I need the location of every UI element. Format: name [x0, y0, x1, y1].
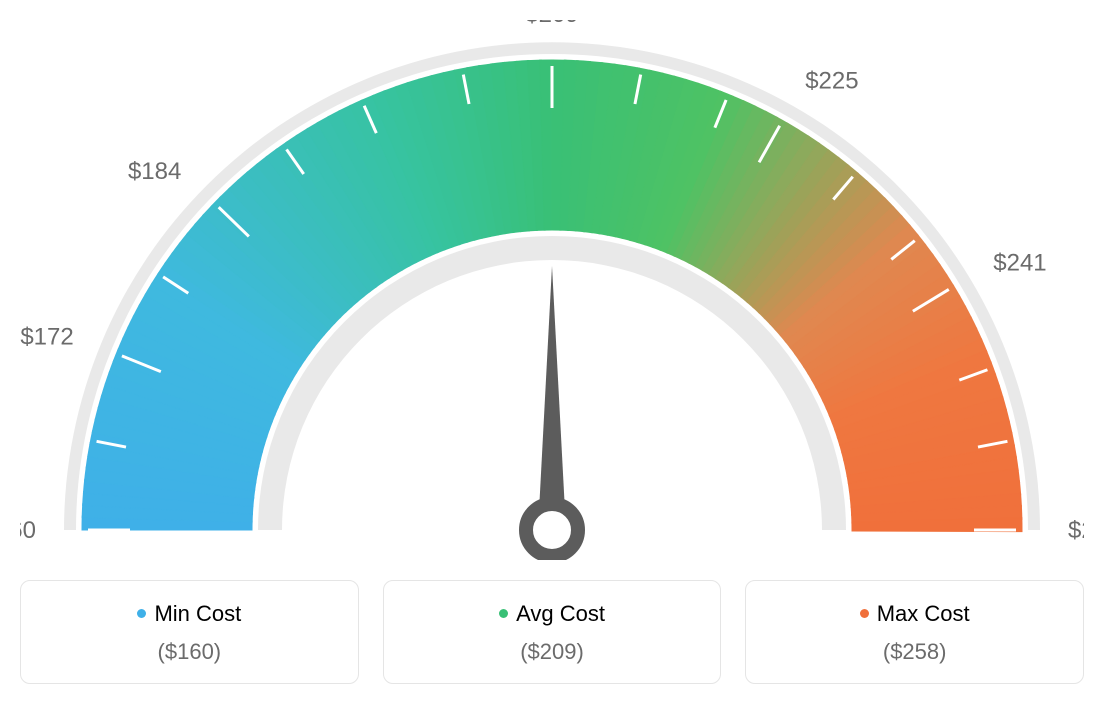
legend-row: Min Cost ($160) Avg Cost ($209) Max Cost… [20, 580, 1084, 684]
legend-value-max: ($258) [756, 639, 1073, 665]
legend-title-max: Max Cost [756, 601, 1073, 627]
legend-value-avg: ($209) [394, 639, 711, 665]
gauge-tick-label: $209 [525, 20, 578, 28]
legend-title-avg: Avg Cost [394, 601, 711, 627]
legend-value-min: ($160) [31, 639, 348, 665]
gauge-tick-label: $258 [1068, 517, 1084, 544]
legend-label: Max Cost [877, 601, 970, 626]
legend-label: Avg Cost [516, 601, 605, 626]
gauge-needle [538, 266, 566, 530]
legend-title-min: Min Cost [31, 601, 348, 627]
legend-card-min: Min Cost ($160) [20, 580, 359, 684]
dot-icon [860, 609, 869, 618]
legend-card-avg: Avg Cost ($209) [383, 580, 722, 684]
gauge-tick-label: $184 [128, 158, 181, 185]
dot-icon [137, 609, 146, 618]
gauge-tick-label: $172 [20, 323, 73, 350]
gauge-tick-label: $241 [993, 250, 1046, 277]
legend-label: Min Cost [154, 601, 241, 626]
dot-icon [499, 609, 508, 618]
legend-card-max: Max Cost ($258) [745, 580, 1084, 684]
gauge-needle-hub [526, 504, 578, 556]
gauge-tick-label: $225 [805, 67, 858, 94]
gauge-chart: $160 $172 $184 $209 $225 $241 $258 [20, 20, 1084, 560]
gauge-tick-label: $160 [20, 517, 36, 544]
